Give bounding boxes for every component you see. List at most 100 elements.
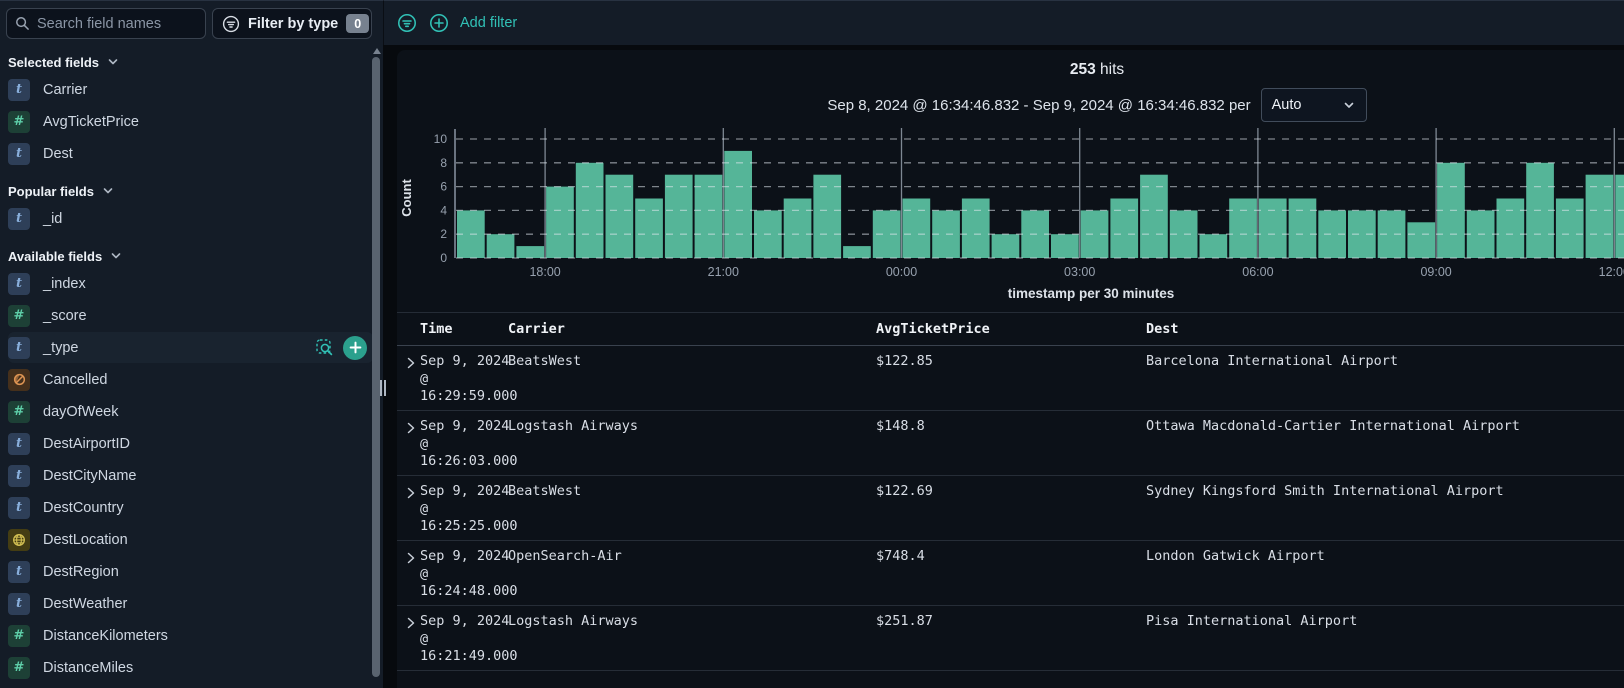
sidebar-scrollbar[interactable] [372,57,380,677]
add-field-button[interactable] [343,335,367,360]
add-filter-link[interactable]: Add filter [460,15,518,31]
expand-row-icon[interactable] [405,551,417,565]
scrollbar-up-arrow-icon[interactable] [373,48,381,54]
section-header-popular-fields[interactable]: Popular fields [8,179,383,203]
histogram-bar[interactable] [605,174,634,258]
column-header-avgticketprice[interactable]: AvgTicketPrice [876,321,990,337]
histogram-bar[interactable] [1110,198,1139,259]
cell-dest: Barcelona International Airport [1146,353,1398,369]
cell-avgticketprice: $251.87 [876,613,933,629]
y-tick-label: 8 [440,156,447,170]
field-name: DistanceKilometers [43,627,168,644]
expand-row-icon[interactable] [405,486,417,500]
field-item-_id[interactable]: t _id [8,203,383,234]
histogram-bar[interactable] [991,234,1020,258]
field-name: _id [43,210,63,227]
y-axis-title: Count [399,179,414,217]
field-item-_score[interactable]: # _score [8,300,383,331]
field-name: _index [43,275,86,292]
cell-dest: Ottawa Macdonald-Cartier International A… [1146,418,1520,434]
field-item-destcountry[interactable]: t DestCountry [8,492,383,523]
hits-count: 253 [1069,61,1096,78]
histogram-bar[interactable] [783,198,812,259]
histogram-bar[interactable] [635,198,663,259]
interval-select[interactable]: Auto [1260,88,1367,122]
filters-bar: Add filter [383,0,1624,45]
cell-carrier: BeatsWest [508,483,582,499]
histogram-bar[interactable] [1615,174,1624,258]
histogram-bar[interactable] [961,198,990,259]
cell-dest: London Gatwick Airport [1146,548,1325,564]
histogram-bar[interactable] [486,234,515,258]
histogram-bar[interactable] [1140,174,1168,258]
field-name: Dest [43,145,73,162]
column-header-dest[interactable]: Dest [1146,321,1179,337]
table-header-row: Time Carrier AvgTicketPrice Dest [397,312,1624,346]
add-filter-plus-icon[interactable] [428,12,450,34]
field-name: _score [43,307,87,324]
field-item-destlocation[interactable]: DestLocation [8,524,383,555]
expand-row-icon[interactable] [405,356,417,370]
expand-row-icon[interactable] [405,616,417,630]
y-tick-label: 10 [434,132,448,146]
table-row: Sep 9, 2024 @ 16:24:48.000 OpenSearch-Air… [397,541,1624,606]
search-input[interactable]: Search field names [6,8,206,39]
histogram-bar[interactable] [1496,198,1525,259]
field-item-destcityname[interactable]: t DestCityName [8,460,383,491]
table-row: Sep 9, 2024 @ 16:25:25.000 BeatsWest $122.… [397,476,1624,541]
cell-dest: Sydney Kingsford Smith International Air… [1146,483,1504,499]
field-item-distancekilometers[interactable]: # DistanceKilometers [8,620,383,651]
histogram-bar[interactable] [1199,234,1228,258]
histogram-bar[interactable] [902,198,931,259]
filter-by-type-button[interactable]: Filter by type 0 [212,8,372,39]
histogram-bar[interactable] [1229,198,1257,259]
hits-histogram[interactable]: 0 2 4 6 8 10 18:00 21:00 00:00 03:00 06:00 09:00 12:… [397,120,1624,310]
histogram-bar[interactable] [724,150,752,258]
cell-dest: Pisa International Airport [1146,613,1358,629]
sidebar-resize-handle[interactable] [380,380,390,396]
section-header-selected-fields[interactable]: Selected fields [8,50,383,74]
field-name: _type [43,339,79,356]
field-item-cancelled[interactable]: Cancelled [8,364,383,395]
expand-row-icon[interactable] [405,421,417,435]
field-item-destregion[interactable]: t DestRegion [8,556,383,587]
histogram-bar[interactable] [1258,198,1287,259]
field-name: DestAirportID [43,435,131,452]
field-item-distancemiles[interactable]: # DistanceMiles [8,652,383,683]
y-tick-label: 6 [440,180,447,194]
field-item-carrier[interactable]: t Carrier [8,74,383,105]
x-tick-label: 00:00 [886,265,917,279]
filter-by-type-label: Filter by type [248,15,339,32]
cell-carrier: Logstash Airways [508,418,639,434]
histogram-bar[interactable] [694,174,723,258]
cell-avgticketprice: $122.85 [876,353,933,369]
histogram-bar[interactable] [1051,234,1079,258]
x-tick-label: 21:00 [708,265,739,279]
field-item-dayofweek[interactable]: # dayOfWeek [8,396,383,427]
histogram-bar[interactable] [1585,174,1614,258]
table-row: Sep 9, 2024 @ 16:21:49.000 Logstash Airwa… [397,606,1624,671]
histogram-bar[interactable] [843,246,871,258]
field-item-_type[interactable]: t _type [8,332,373,363]
histogram-bar[interactable] [813,174,842,258]
column-header-time[interactable]: Time [420,321,453,337]
visualize-details-icon[interactable] [315,338,335,358]
field-item-dest[interactable]: t Dest [8,138,383,169]
histogram-bar[interactable] [664,174,693,258]
field-item-avgticketprice[interactable]: # AvgTicketPrice [8,106,383,137]
histogram-bar[interactable] [516,246,545,258]
section-header-available-fields[interactable]: Available fields [8,244,383,268]
field-item-destairportid[interactable]: t DestAirportID [8,428,383,459]
histogram-bar[interactable] [1407,222,1436,258]
field-name: DestCityName [43,467,137,484]
histogram-bar[interactable] [1555,198,1584,259]
filter-options-icon[interactable] [396,12,418,34]
field-item-_index[interactable]: t _index [8,268,383,299]
histogram-bar[interactable] [546,186,574,258]
field-name: DestLocation [43,531,128,548]
column-header-carrier[interactable]: Carrier [508,321,565,337]
histogram-bar[interactable] [1288,198,1317,259]
sidebar-search-row: Search field names Filter by type 0 [0,1,383,46]
field-item-destweather[interactable]: t DestWeather [8,588,383,619]
y-tick-label: 0 [440,251,447,265]
